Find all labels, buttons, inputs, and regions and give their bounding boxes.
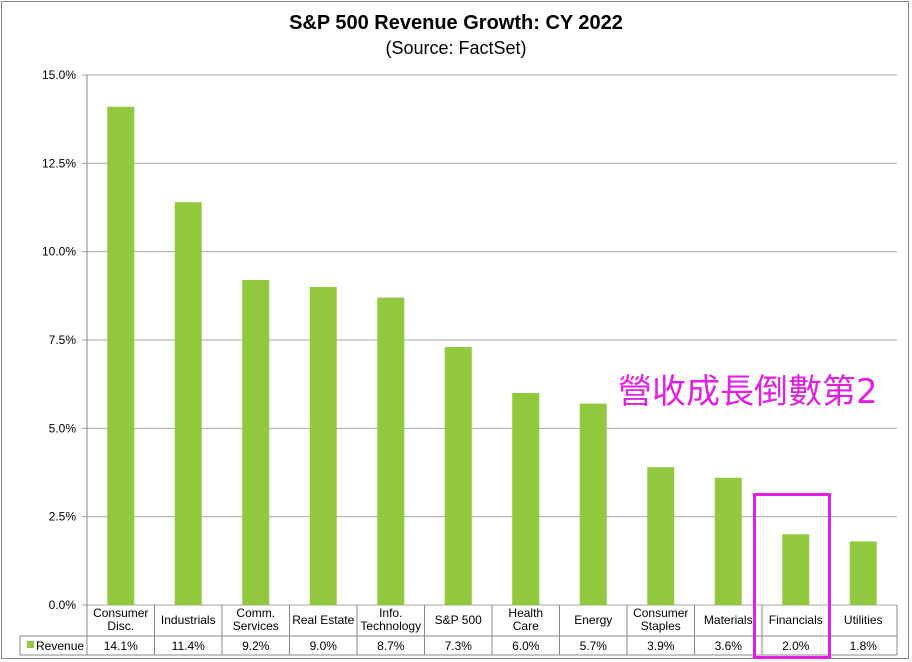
chart-subtitle: (Source: FactSet)	[385, 38, 526, 58]
category-label: Utilities	[844, 613, 883, 627]
y-tick-label: 0.0%	[49, 598, 77, 612]
legend-label: Revenue	[36, 639, 84, 653]
bar	[512, 393, 540, 605]
category-label: Energy	[574, 613, 612, 627]
data-label: 9.0%	[310, 639, 338, 653]
data-label: 14.1%	[104, 639, 138, 653]
category-label: S&P 500	[435, 613, 482, 627]
bar	[579, 403, 607, 605]
bar	[174, 202, 202, 605]
bar	[714, 477, 742, 605]
data-label: 3.6%	[715, 639, 743, 653]
category-label: Technology	[360, 619, 421, 633]
y-tick-label: 12.5%	[42, 156, 76, 170]
data-label: 1.8%	[850, 639, 878, 653]
data-label: 8.7%	[377, 639, 405, 653]
category-label: Staples	[641, 619, 681, 633]
category-label: Consumer	[93, 606, 148, 620]
category-label: Consumer	[633, 606, 688, 620]
bar	[107, 106, 135, 606]
data-label: 11.4%	[172, 639, 205, 653]
annotation-text: 營收成長倒數第2	[618, 372, 878, 412]
y-tick-label: 5.0%	[49, 421, 77, 435]
bar	[782, 534, 810, 605]
bar	[309, 287, 337, 605]
bar	[444, 347, 472, 605]
y-tick-label: 10.0%	[42, 245, 76, 259]
category-label: Real Estate	[292, 613, 354, 627]
bar	[647, 467, 675, 605]
category-label: Info.	[379, 606, 402, 620]
highlight-box	[753, 493, 831, 659]
data-label: 3.9%	[647, 639, 675, 653]
category-label: Disc.	[107, 619, 134, 633]
bar	[849, 541, 877, 605]
y-tick-label: 7.5%	[49, 333, 77, 347]
y-tick-label: 15.0%	[42, 68, 76, 82]
data-label: 5.7%	[580, 639, 608, 653]
data-label: 6.0%	[512, 639, 540, 653]
bar	[377, 297, 405, 605]
category-label: Health	[508, 606, 543, 620]
chart-title: S&P 500 Revenue Growth: CY 2022	[289, 12, 623, 34]
data-label: 2.0%	[782, 639, 810, 653]
data-label: 9.2%	[242, 639, 270, 653]
legend-swatch	[27, 641, 34, 648]
category-label: Comm.	[236, 606, 275, 620]
category-label: Financials	[769, 613, 823, 627]
bar	[242, 279, 270, 605]
data-label: 7.3%	[445, 639, 473, 653]
y-tick-label: 2.5%	[49, 510, 77, 524]
category-label: Materials	[704, 613, 753, 627]
category-label: Services	[233, 619, 279, 633]
category-label: Industrials	[161, 613, 216, 627]
category-label: Care	[513, 619, 539, 633]
